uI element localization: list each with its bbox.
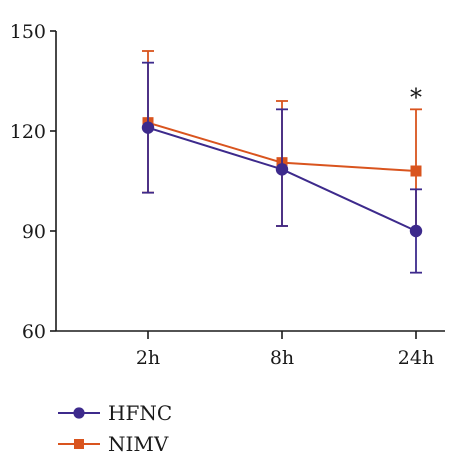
legend-label: NIMV xyxy=(108,432,169,456)
y-tick-label: 150 xyxy=(10,21,46,43)
x-axis-ticks: 2h 8h 24h xyxy=(136,331,434,369)
legend-item-nimv: NIMV xyxy=(58,432,169,456)
y-axis-ticks: 60 90 120 150 xyxy=(10,21,56,343)
x-tick-label: 2h xyxy=(136,347,160,369)
y-tick-label: 60 xyxy=(22,321,46,343)
significance-marker: * xyxy=(410,83,422,111)
legend: HFNC NIMV xyxy=(58,401,172,456)
y-tick-label: 90 xyxy=(22,221,46,243)
series-layer xyxy=(141,50,423,274)
annotations-layer: * xyxy=(410,83,422,111)
legend-label: HFNC xyxy=(108,401,172,425)
y-tick-label: 120 xyxy=(10,121,46,143)
data-point xyxy=(275,163,289,176)
x-tick-label: 8h xyxy=(270,347,294,369)
data-point xyxy=(409,224,423,238)
legend-marker xyxy=(74,439,84,449)
legend-marker xyxy=(73,407,85,419)
x-tick-label: 24h xyxy=(398,347,434,369)
legend-item-hfnc: HFNC xyxy=(58,401,172,425)
series-hfnc xyxy=(141,61,423,274)
data-point xyxy=(141,121,155,134)
chart-axes xyxy=(55,31,445,332)
data-point xyxy=(410,165,422,177)
